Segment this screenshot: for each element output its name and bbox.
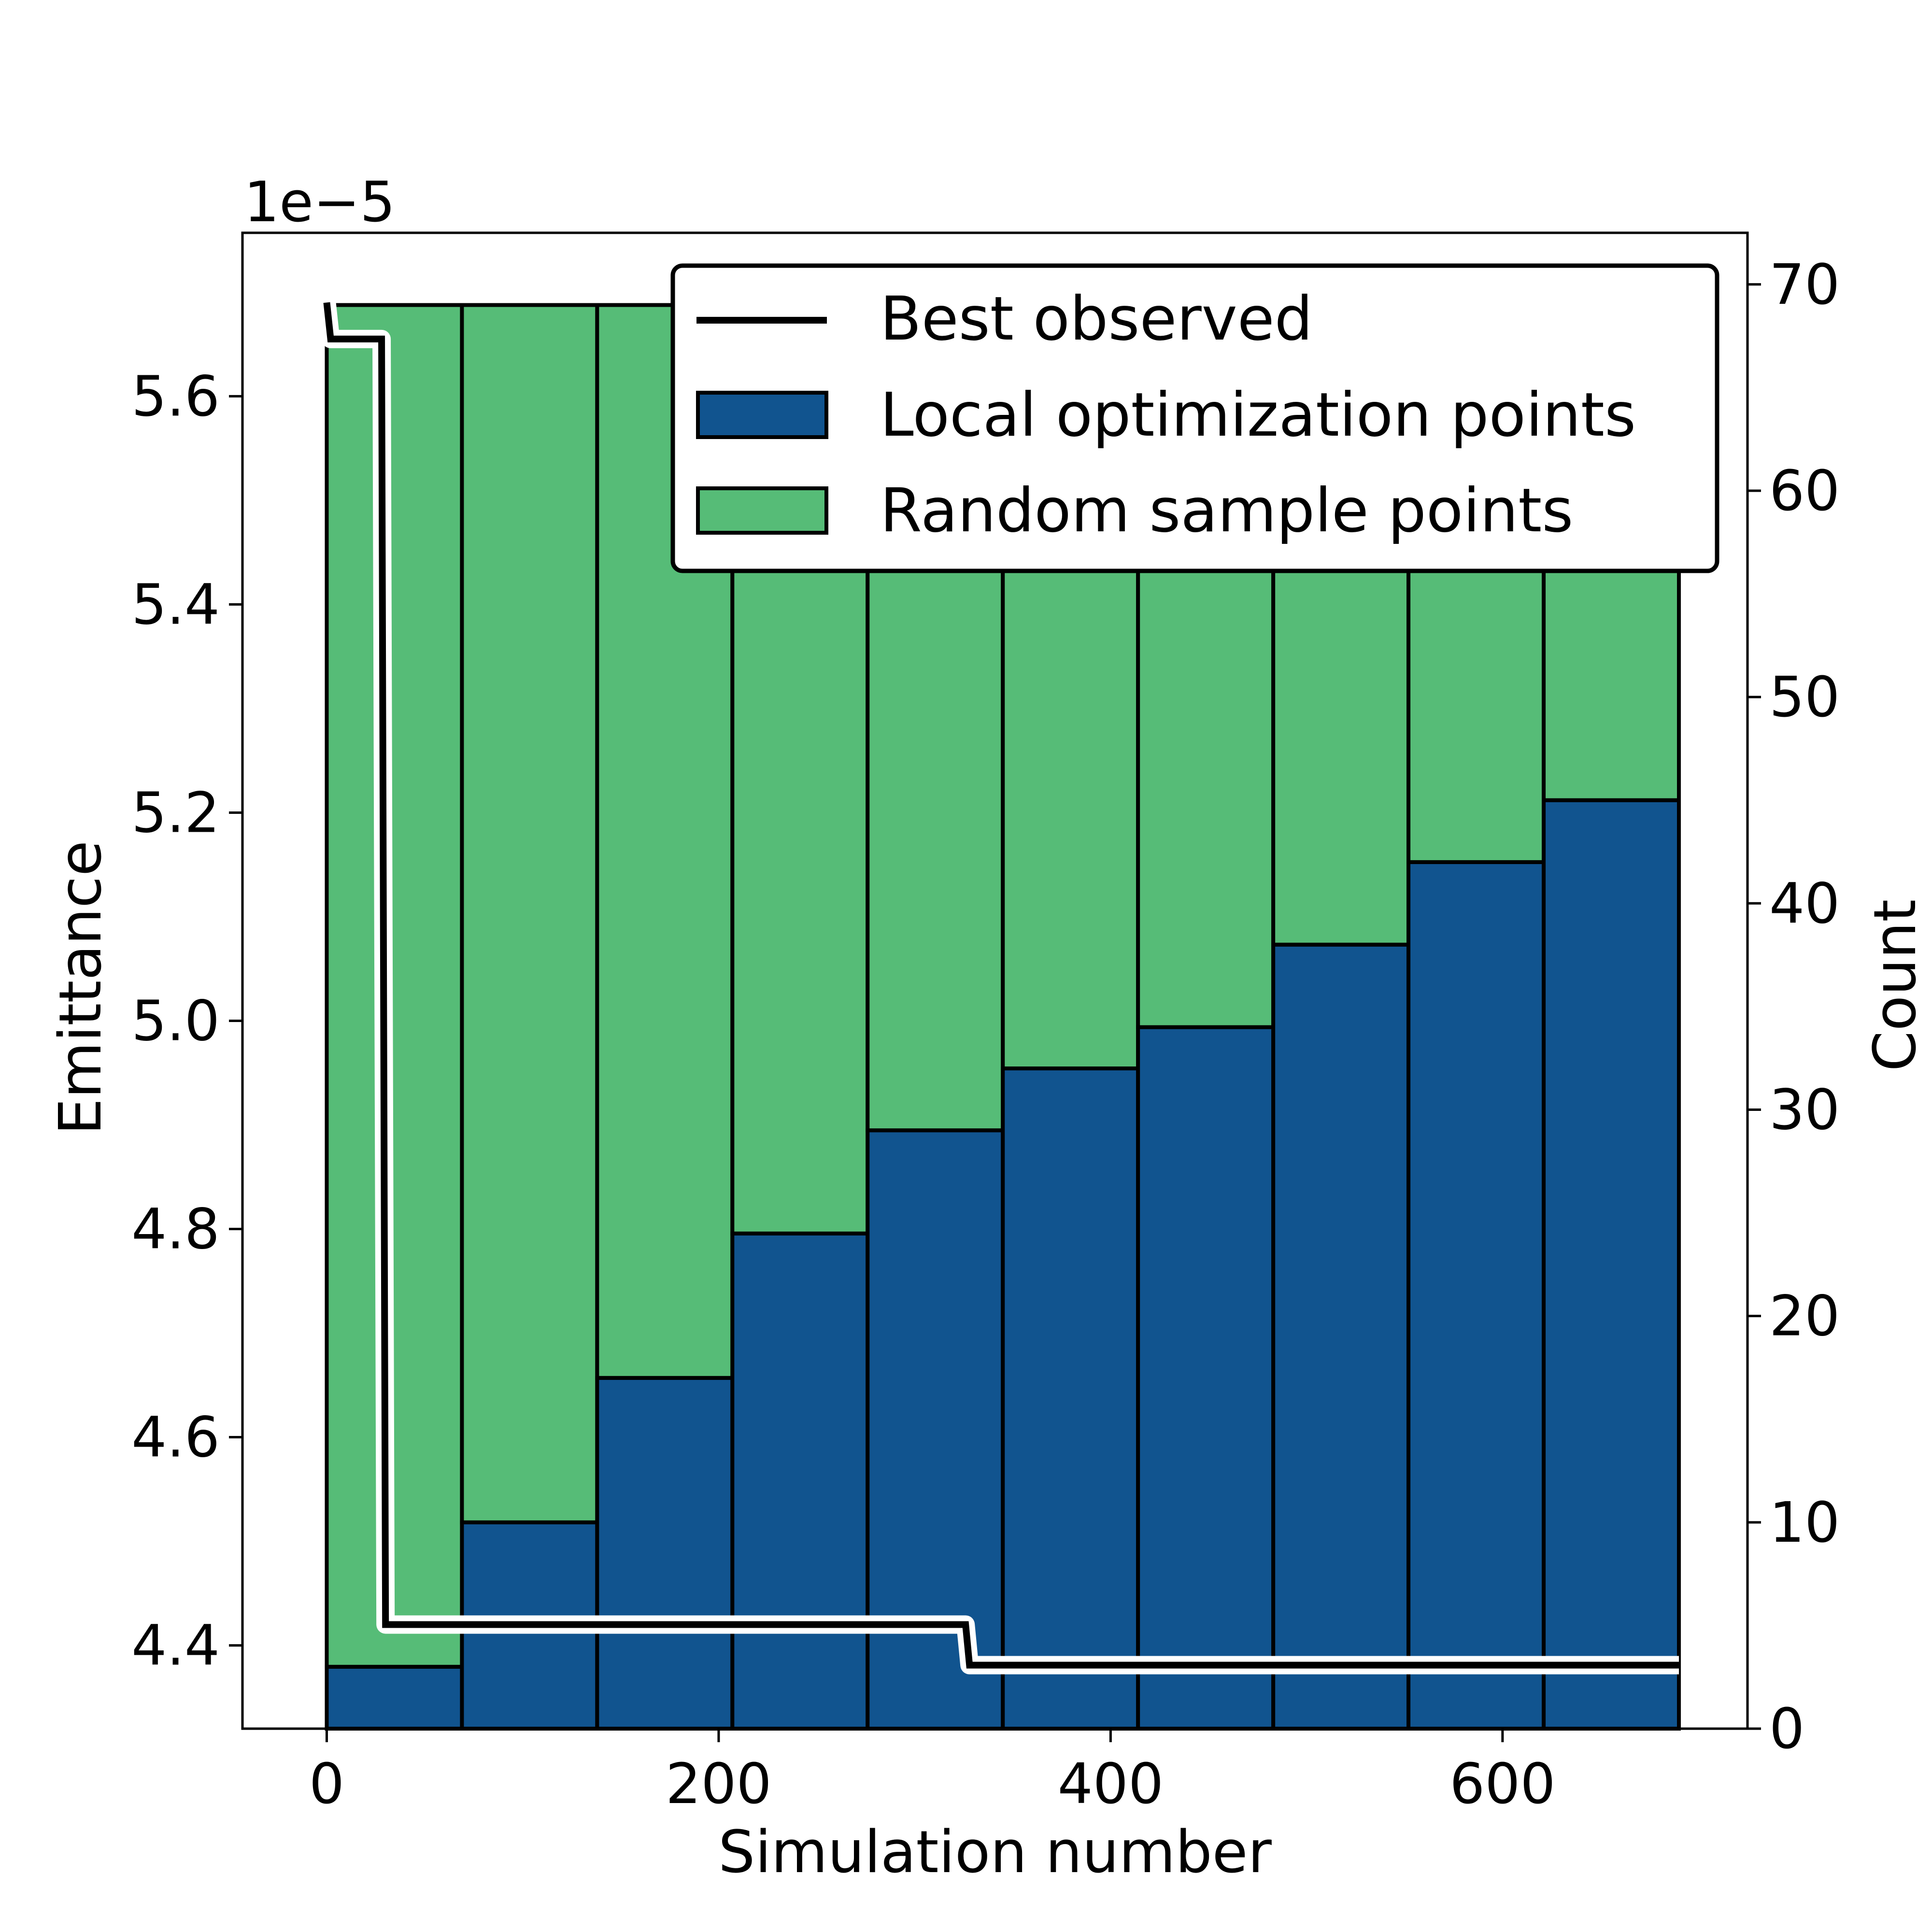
bar-local-6 <box>1136 1025 1276 1731</box>
bar-random-1 <box>460 303 599 1524</box>
legend-swatch-local <box>696 391 828 439</box>
bar-random-0 <box>325 303 464 1669</box>
best-observed-line <box>323 302 1679 1669</box>
x-tick-label-3: 600 <box>1449 1752 1556 1817</box>
legend-label-random: Random sample points <box>880 476 1573 546</box>
y-axis-left: 4.4 4.6 4.8 5.0 5.2 5.4 5.6 <box>131 364 242 1678</box>
x-axis-label: Simulation number <box>718 1819 1272 1886</box>
y2-tick-label-6: 60 <box>1769 459 1840 524</box>
y-tick-label-1: 4.6 <box>131 1406 220 1470</box>
bar-local-7 <box>1271 942 1411 1731</box>
legend-swatch-random <box>696 486 828 535</box>
y-tick-label-5: 5.4 <box>131 572 220 637</box>
y2-tick-label-0: 0 <box>1769 1697 1804 1762</box>
best-observed-layer <box>317 301 1679 1675</box>
y2-tick-label-5: 50 <box>1769 665 1840 730</box>
y-tick-label-4: 5.2 <box>131 781 220 845</box>
legend-label-best-observed: Best observed <box>880 284 1313 354</box>
y-tick-label-3: 5.0 <box>131 989 220 1053</box>
y-tick-label-0: 4.4 <box>131 1614 220 1678</box>
x-tick-label-0: 0 <box>309 1752 344 1817</box>
bar-local-4 <box>866 1128 1005 1731</box>
y-tick-label-2: 4.8 <box>131 1197 220 1262</box>
x-axis: 0 200 400 600 <box>309 1729 1556 1817</box>
bars-layer <box>325 303 1681 1731</box>
x-tick-label-2: 400 <box>1058 1752 1164 1817</box>
bar-local-9 <box>1542 798 1681 1731</box>
x-tick-label-1: 200 <box>666 1752 772 1817</box>
bar-local-2 <box>595 1376 735 1731</box>
y2-tick-label-7: 70 <box>1769 253 1840 317</box>
y-tick-label-6: 5.6 <box>131 364 220 429</box>
y2-tick-label-3: 30 <box>1769 1078 1840 1142</box>
bar-local-3 <box>730 1231 870 1731</box>
y2-tick-label-4: 40 <box>1769 871 1840 936</box>
offset-text: 1e−5 <box>244 170 395 235</box>
legend-box <box>670 263 1719 573</box>
plot-frame <box>241 231 1749 1730</box>
y2-tick-label-2: 20 <box>1769 1284 1840 1349</box>
bar-local-5 <box>1001 1066 1140 1731</box>
legend: Best observed Local optimization points … <box>670 263 1719 573</box>
y-axis-right: 0 10 20 30 40 50 60 70 <box>1747 253 1840 1762</box>
y2-axis-label: Count <box>1862 899 1929 1071</box>
legend-label-local: Local optimization points <box>880 380 1636 450</box>
bar-local-0 <box>325 1664 464 1731</box>
bar-local-8 <box>1406 860 1546 1731</box>
y-axis-label: Emittance <box>47 840 114 1135</box>
y2-tick-label-1: 10 <box>1769 1491 1840 1555</box>
